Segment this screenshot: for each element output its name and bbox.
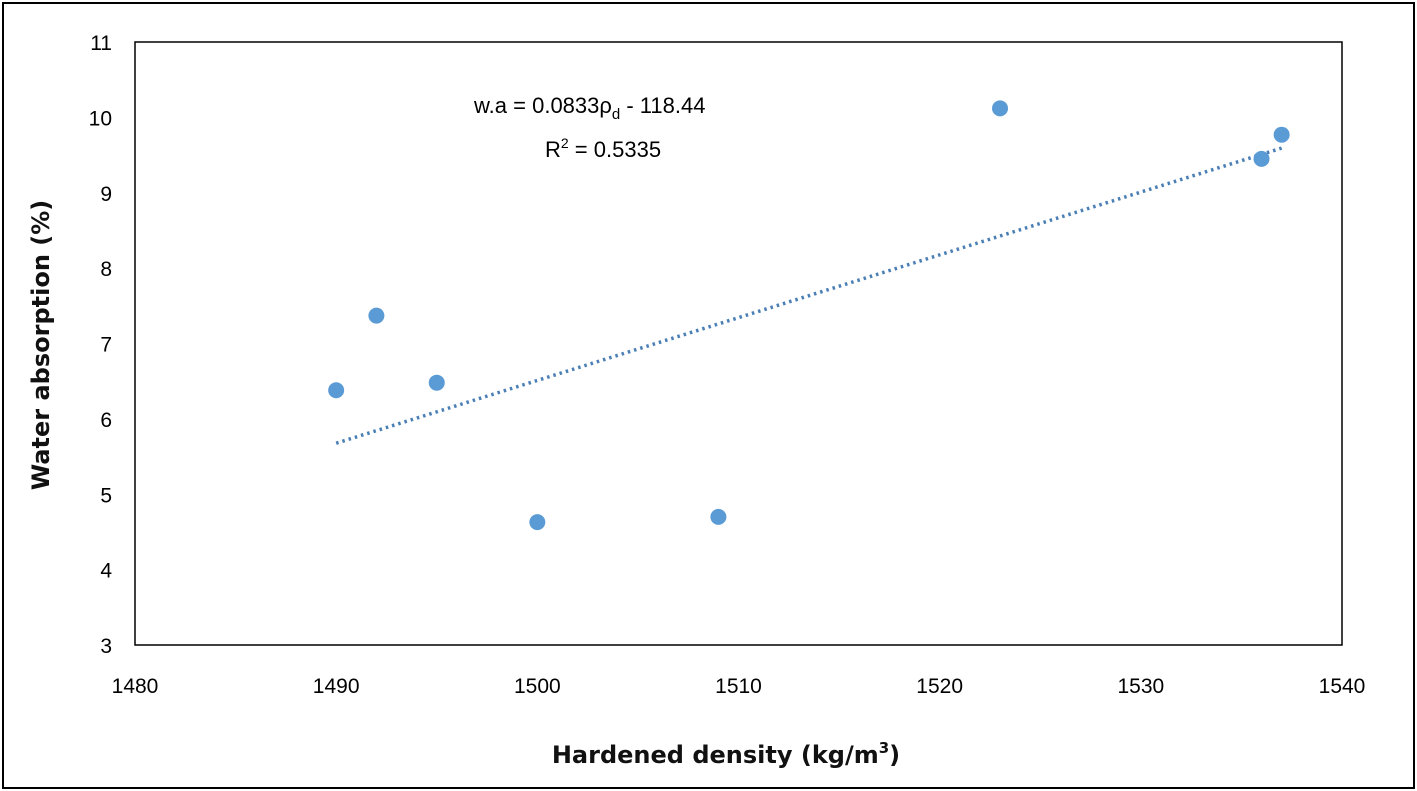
data-point [710,508,727,525]
x-tick-label: 1510 [715,675,762,698]
y-tick-label: 8 [100,258,112,281]
x-tick-label: 1480 [112,675,159,698]
data-point [1253,150,1270,167]
y-tick-label: 7 [100,334,112,357]
data-points [328,100,1290,531]
y-tick-label: 11 [90,32,112,55]
x-axis-title: Hardened density (kg/m3) [552,739,900,769]
x-tick-label: 1490 [313,675,360,698]
y-tick-label: 4 [100,560,112,583]
trendline [335,146,1283,445]
data-point [328,382,345,399]
data-point [1273,126,1290,143]
x-tick-label: 1500 [514,675,561,698]
x-tick-label: 1540 [1319,675,1366,698]
y-tick-label: 6 [100,409,112,432]
y-axis-title: Water absorption (%) [27,200,55,491]
plot-area [134,41,1343,646]
r-squared-label: R2 = 0.5335 [545,135,661,162]
x-tick-label: 1520 [916,675,963,698]
data-point [428,374,445,391]
x-axis-ticks: 1480 1490 1500 1510 1520 1530 1540 [112,675,1366,698]
data-point [368,307,385,324]
y-tick-label: 3 [100,635,112,658]
y-tick-label: 5 [100,484,112,507]
data-point [992,100,1009,117]
trendline-equation: w.a = 0.0833ρd - 118.44 [473,93,705,123]
y-tick-label: 9 [100,183,112,206]
x-tick-label: 1530 [1117,675,1164,698]
y-axis-ticks: 3 4 5 6 7 8 9 10 11 [89,32,113,658]
y-tick-label: 10 [89,107,112,130]
data-point [529,514,546,531]
